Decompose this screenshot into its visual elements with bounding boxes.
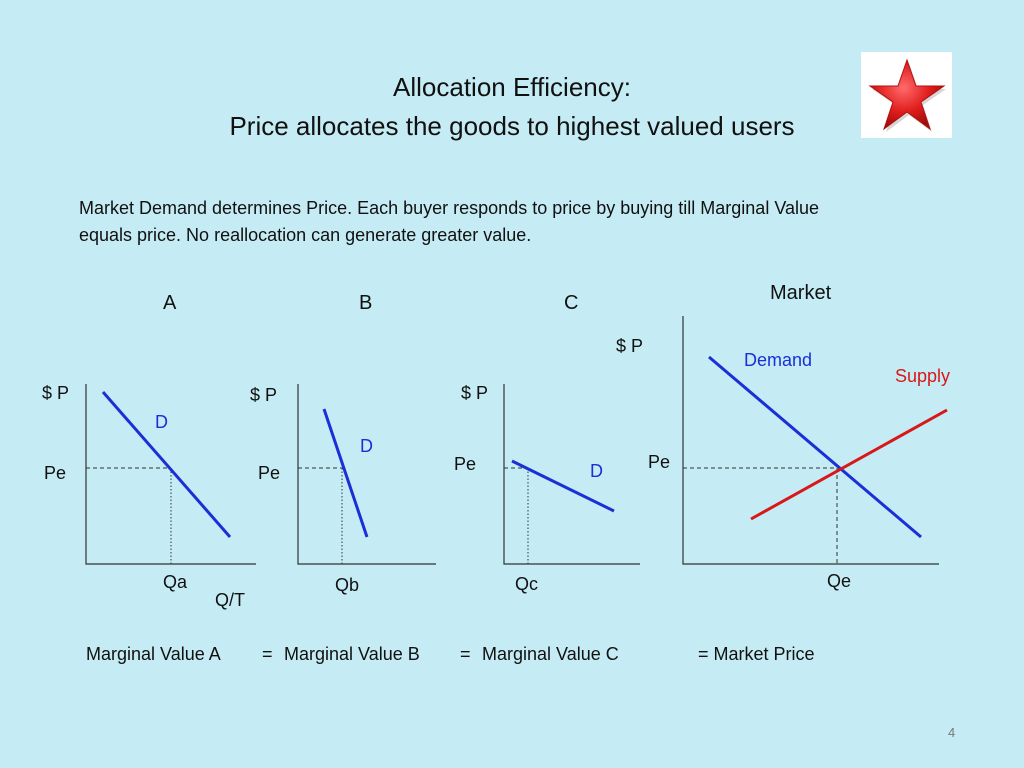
- graph-b-demand-curve: [322, 408, 369, 538]
- graph-a-heading: A: [163, 292, 177, 314]
- slide-title-line-2: Price allocates the goods to highest val…: [229, 111, 795, 141]
- marginal-value-a: Marginal Value A: [86, 644, 221, 664]
- graph-c-curve-label: D: [590, 461, 603, 481]
- graph-c-demand-curve: [511, 459, 615, 513]
- marginal-value-b: Marginal Value B: [284, 644, 420, 664]
- graph-a-demand-curve: [101, 391, 232, 538]
- graph-market-axes: [682, 316, 939, 565]
- marginal-value-c: Marginal Value C: [482, 644, 619, 664]
- graph-b-heading: B: [359, 292, 373, 314]
- graph-c-y-axis-label: $ P: [461, 383, 489, 403]
- graph-b: [297, 384, 436, 565]
- graph-a-curve-label: D: [155, 412, 168, 432]
- graph-a-price-label: Pe: [44, 463, 67, 483]
- graph-c-heading: C: [564, 292, 579, 314]
- graph-market: [682, 316, 948, 565]
- graph-market-heading: Market: [770, 282, 832, 304]
- graph-c: [503, 384, 640, 565]
- graph-b-price-label: Pe: [258, 463, 281, 483]
- graph-market-demand-curve: [708, 355, 922, 539]
- graph-a: [85, 384, 256, 565]
- graph-b-axes: [297, 384, 436, 565]
- graph-b-curve-label: D: [360, 436, 373, 456]
- graph-market-qty-label: Qe: [827, 571, 852, 591]
- red-star-icon: [861, 52, 952, 138]
- graph-a-qty-label: Qa: [163, 572, 188, 592]
- graph-c-qty-label: Qc: [515, 574, 539, 594]
- graph-b-y-axis-label: $ P: [250, 385, 278, 405]
- market-price: = Market Price: [698, 644, 815, 664]
- graph-a-x-axis-label: Q/T: [215, 590, 245, 610]
- graph-b-qty-label: Qb: [335, 575, 360, 595]
- equals-sign-1: =: [262, 644, 273, 664]
- graph-c-axes: [503, 384, 640, 565]
- slide-title-line-1: Allocation Efficiency:: [393, 72, 631, 102]
- graph-a-y-axis-label: $ P: [42, 383, 70, 403]
- equals-sign-2: =: [460, 644, 471, 664]
- graph-a-axes: [85, 384, 256, 565]
- explanation-text: Market Demand determines Price. Each buy…: [79, 198, 820, 245]
- graph-c-price-label: Pe: [454, 454, 477, 474]
- graph-market-supply-label: Supply: [895, 366, 951, 386]
- graph-market-demand-label: Demand: [744, 350, 813, 370]
- page-number: 4: [948, 725, 956, 740]
- graph-market-price-label: Pe: [648, 452, 671, 472]
- graph-market-y-axis-label: $ P: [616, 336, 644, 356]
- graph-market-supply-curve: [750, 408, 948, 521]
